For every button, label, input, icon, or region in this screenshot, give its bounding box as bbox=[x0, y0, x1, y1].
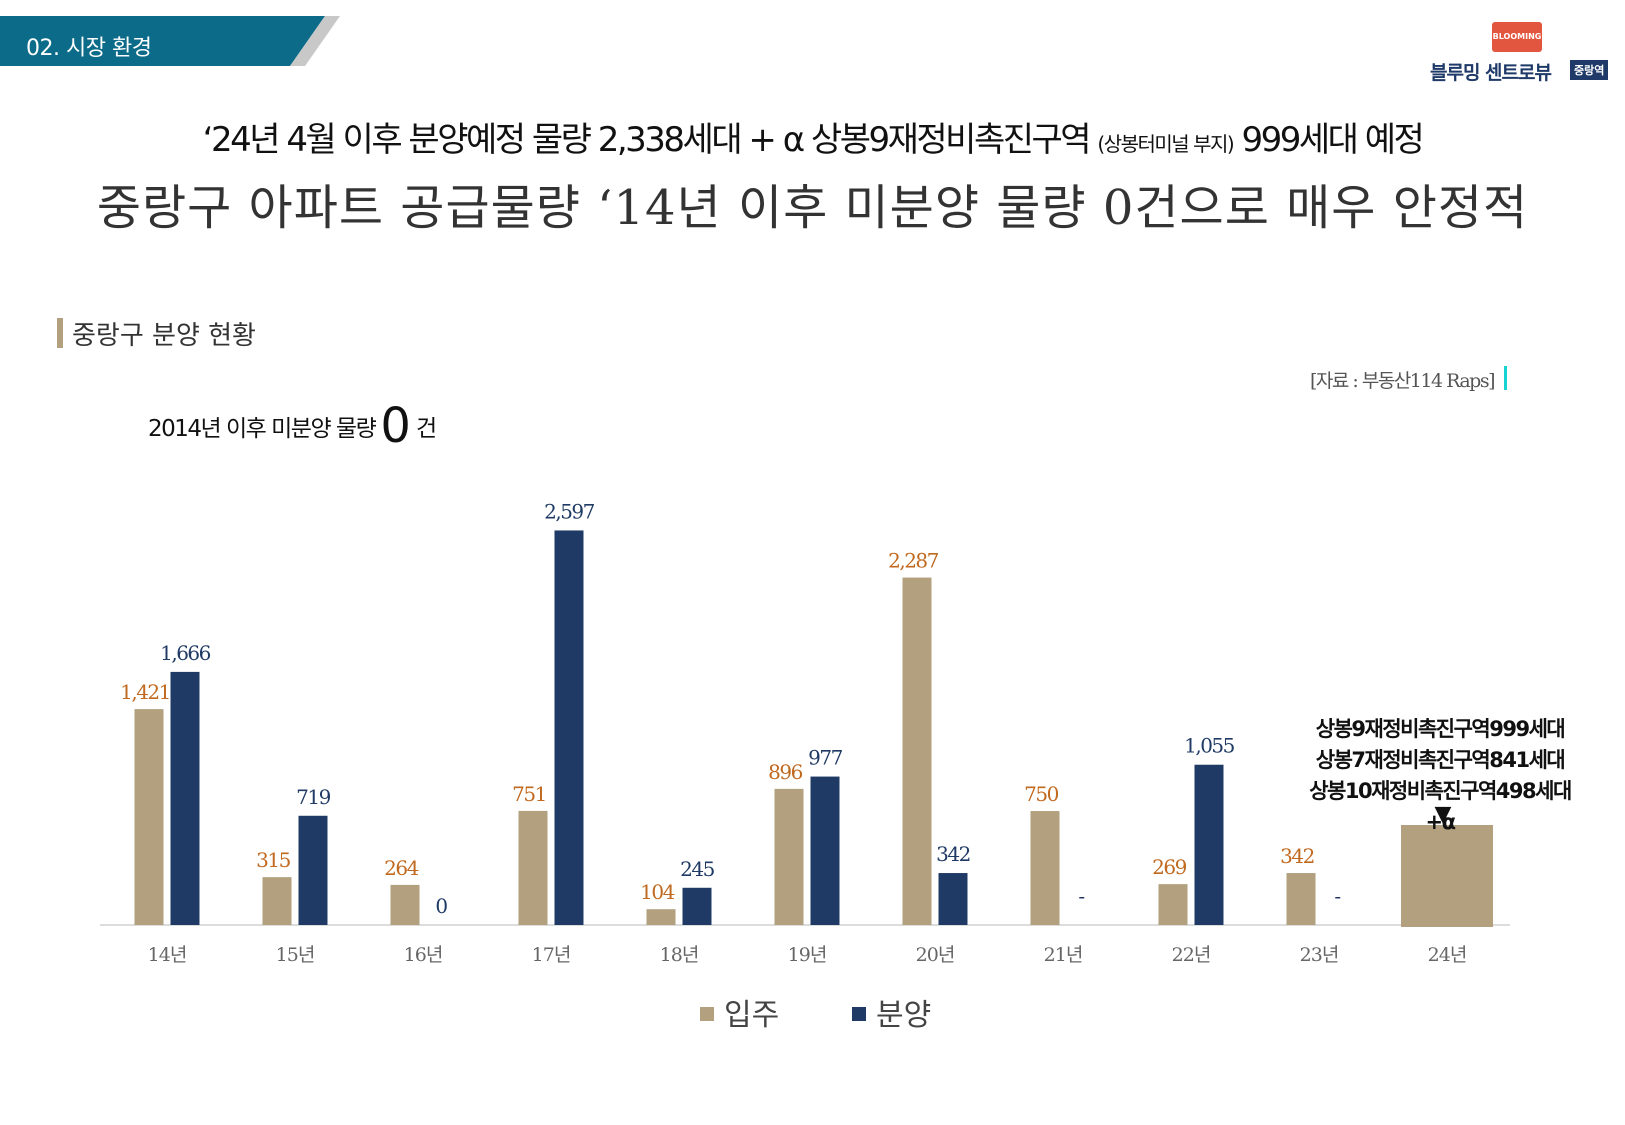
label-occupancy-23년: 342 bbox=[1280, 844, 1314, 868]
tick-label-14년: 14년 bbox=[148, 944, 187, 966]
unsold-note-zero: 0 bbox=[380, 398, 411, 454]
tick-label-19년: 19년 bbox=[788, 944, 827, 966]
annotation-line-3: 상봉10재정비촉진구역498세대+α bbox=[1309, 779, 1572, 834]
headline-line1-end: 999세대 예정 bbox=[1241, 120, 1424, 160]
label-sale-21년: - bbox=[1078, 884, 1084, 908]
bar-occupancy-20년 bbox=[902, 577, 932, 925]
headline-line2: 중랑구 아파트 공급물량 ‘14년 이후 미분양 물량 0건으로 매우 안정적 bbox=[96, 180, 1529, 236]
tick-label-23년: 23년 bbox=[1300, 944, 1339, 966]
bar-occupancy-17년 bbox=[518, 810, 548, 925]
logo-name: 블루밍 센트로뷰 bbox=[1430, 62, 1552, 84]
legend-swatch-occupancy bbox=[700, 1007, 714, 1021]
tick-label-17년: 17년 bbox=[532, 944, 571, 966]
bar-occupancy-23년 bbox=[1286, 873, 1316, 925]
label-occupancy-16년: 264 bbox=[384, 856, 418, 880]
tick-label-22년: 22년 bbox=[1172, 944, 1211, 966]
section-label: 02. 시장 환경 bbox=[26, 36, 152, 61]
supply-bar-chart: 1,421 1,666 14년 315 719 15년 264 0 16년 751 2,597 17년… bbox=[100, 499, 1510, 966]
legend-occupancy: 입주 bbox=[700, 990, 779, 1034]
logo-sub: 중랑역 bbox=[1570, 60, 1609, 80]
source-cursor bbox=[1504, 366, 1507, 390]
tick-label-18년: 18년 bbox=[660, 944, 699, 966]
bar-occupancy-15년 bbox=[262, 877, 292, 925]
unsold-note-text: 2014년 이후 미분양 물량 bbox=[148, 416, 377, 442]
label-sale-19년: 977 bbox=[808, 746, 842, 770]
tick-label-15년: 15년 bbox=[276, 944, 315, 966]
unsold-note-unit: 건 bbox=[415, 416, 438, 442]
bar-sale-19년 bbox=[810, 776, 840, 925]
brand-logo: BLOOMING 블루밍 센트로뷰 중랑역 bbox=[1430, 20, 1610, 90]
annotation-line-1: 상봉9재정비촉진구역999세대 bbox=[1315, 717, 1566, 741]
tick-label-16년: 16년 bbox=[404, 944, 443, 966]
section-tab bbox=[0, 16, 340, 70]
legend-label-sale: 분양 bbox=[876, 998, 932, 1033]
label-occupancy-20년: 2,287 bbox=[888, 549, 939, 573]
bar-sale-15년 bbox=[298, 815, 328, 925]
label-sale-17년: 2,597 bbox=[544, 499, 595, 523]
unsold-note: 2014년 이후 미분양 물량 0 건 bbox=[148, 398, 437, 454]
tick-label-21년: 21년 bbox=[1044, 944, 1083, 966]
bar-sale-17년 bbox=[554, 530, 584, 925]
label-occupancy-19년: 896 bbox=[768, 760, 802, 784]
legend-swatch-sale bbox=[852, 1007, 866, 1021]
chart-title: 중랑구 분양 현황 bbox=[72, 321, 256, 351]
label-occupancy-21년: 750 bbox=[1024, 782, 1058, 806]
bar-occupancy-21년 bbox=[1030, 811, 1060, 925]
label-sale-18년: 245 bbox=[680, 857, 714, 881]
bar-sale-22년 bbox=[1194, 764, 1224, 925]
tick-label-24년: 24년 bbox=[1428, 944, 1467, 966]
tick-label-20년: 20년 bbox=[916, 944, 955, 966]
label-occupancy-17년: 751 bbox=[512, 782, 546, 806]
bar-occupancy-22년 bbox=[1158, 884, 1188, 925]
bar-occupancy-16년 bbox=[390, 884, 420, 925]
label-sale-20년: 342 bbox=[936, 842, 970, 866]
source-note: [자료 : 부동산114 Raps] bbox=[1310, 370, 1496, 392]
bar-occupancy-18년 bbox=[646, 909, 676, 925]
label-occupancy-14년: 1,421 bbox=[120, 680, 170, 704]
label-occupancy-18년: 104 bbox=[640, 880, 674, 904]
logo-badge: BLOOMING bbox=[1492, 22, 1542, 52]
label-occupancy-15년: 315 bbox=[256, 848, 290, 872]
label-sale-22년: 1,055 bbox=[1184, 734, 1235, 758]
bar-sale-20년 bbox=[938, 873, 968, 925]
chart-title-marker bbox=[57, 318, 63, 348]
headline-line1-main: ‘24년 4월 이후 분양예정 물량 2,338세대 + α 상봉9재정비촉진구… bbox=[202, 120, 1092, 160]
section-tab-shape bbox=[0, 16, 340, 66]
legend-sale: 분양 bbox=[852, 990, 931, 1034]
legend-label-occupancy: 입주 bbox=[724, 998, 780, 1033]
label-occupancy-22년: 269 bbox=[1152, 855, 1186, 879]
headline-line1: ‘24년 4월 이후 분양예정 물량 2,338세대 + α 상봉9재정비촉진구… bbox=[0, 112, 1625, 161]
bar-occupancy-14년 bbox=[134, 709, 164, 925]
label-sale-14년: 1,666 bbox=[160, 641, 211, 665]
annotation-line-2: 상봉7재정비촉진구역841세대 bbox=[1315, 748, 1566, 772]
label-sale-15년: 719 bbox=[296, 785, 330, 809]
bar-planned-24년 bbox=[1401, 825, 1493, 927]
annotation-arrow: ▼ bbox=[1435, 802, 1452, 827]
annotation-2024: 상봉9재정비촉진구역999세대 상봉7재정비촉진구역841세대 상봉10재정비촉… bbox=[1300, 714, 1580, 838]
label-sale-23년: - bbox=[1334, 884, 1340, 908]
headline-line1-small: (상봉터미널 부지) bbox=[1097, 132, 1234, 156]
bar-sale-14년 bbox=[170, 671, 200, 925]
label-sale-16년: 0 bbox=[435, 894, 447, 918]
bar-sale-18년 bbox=[682, 887, 712, 925]
bar-occupancy-19년 bbox=[774, 788, 804, 925]
